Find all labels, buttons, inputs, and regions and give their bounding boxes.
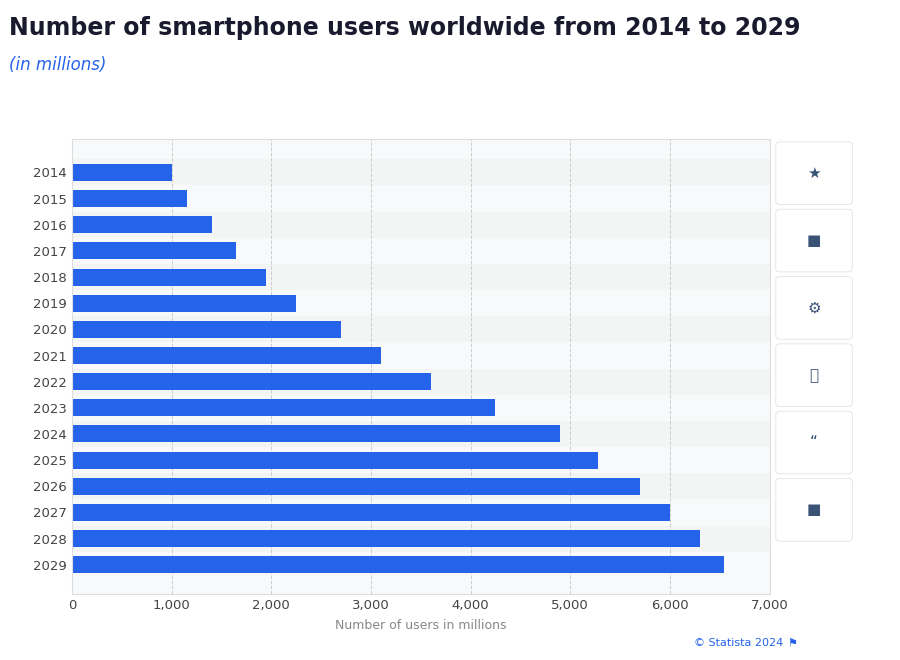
Bar: [72, 473, 770, 500]
Bar: [72, 321, 341, 338]
Text: ⚙: ⚙: [807, 300, 821, 315]
Bar: [72, 190, 186, 207]
Bar: [72, 530, 700, 547]
Bar: [72, 525, 770, 552]
Bar: [72, 242, 237, 259]
Bar: [72, 373, 431, 390]
Bar: [72, 164, 172, 181]
Text: ★: ★: [807, 166, 821, 181]
Bar: [72, 478, 640, 495]
Bar: [72, 316, 770, 343]
Text: ⚑: ⚑: [788, 638, 797, 648]
Text: (in millions): (in millions): [9, 56, 106, 74]
Bar: [72, 451, 599, 469]
Bar: [72, 264, 770, 290]
Text: ■: ■: [807, 502, 821, 517]
Bar: [72, 212, 770, 238]
Bar: [72, 421, 770, 447]
Text: Number of smartphone users worldwide from 2014 to 2029: Number of smartphone users worldwide fro…: [9, 16, 800, 40]
Bar: [72, 294, 296, 312]
Text: ⯇: ⯇: [809, 368, 819, 383]
Bar: [72, 556, 724, 574]
Text: © Statista 2024: © Statista 2024: [694, 638, 783, 648]
Bar: [72, 426, 560, 442]
X-axis label: Number of users in millions: Number of users in millions: [335, 619, 507, 632]
Bar: [72, 347, 381, 364]
Text: “: “: [810, 435, 818, 450]
Bar: [72, 368, 770, 395]
Bar: [72, 269, 266, 286]
Bar: [72, 399, 496, 416]
Bar: [72, 216, 211, 233]
Text: ■: ■: [807, 233, 821, 248]
Bar: [72, 159, 770, 185]
Bar: [72, 504, 670, 521]
